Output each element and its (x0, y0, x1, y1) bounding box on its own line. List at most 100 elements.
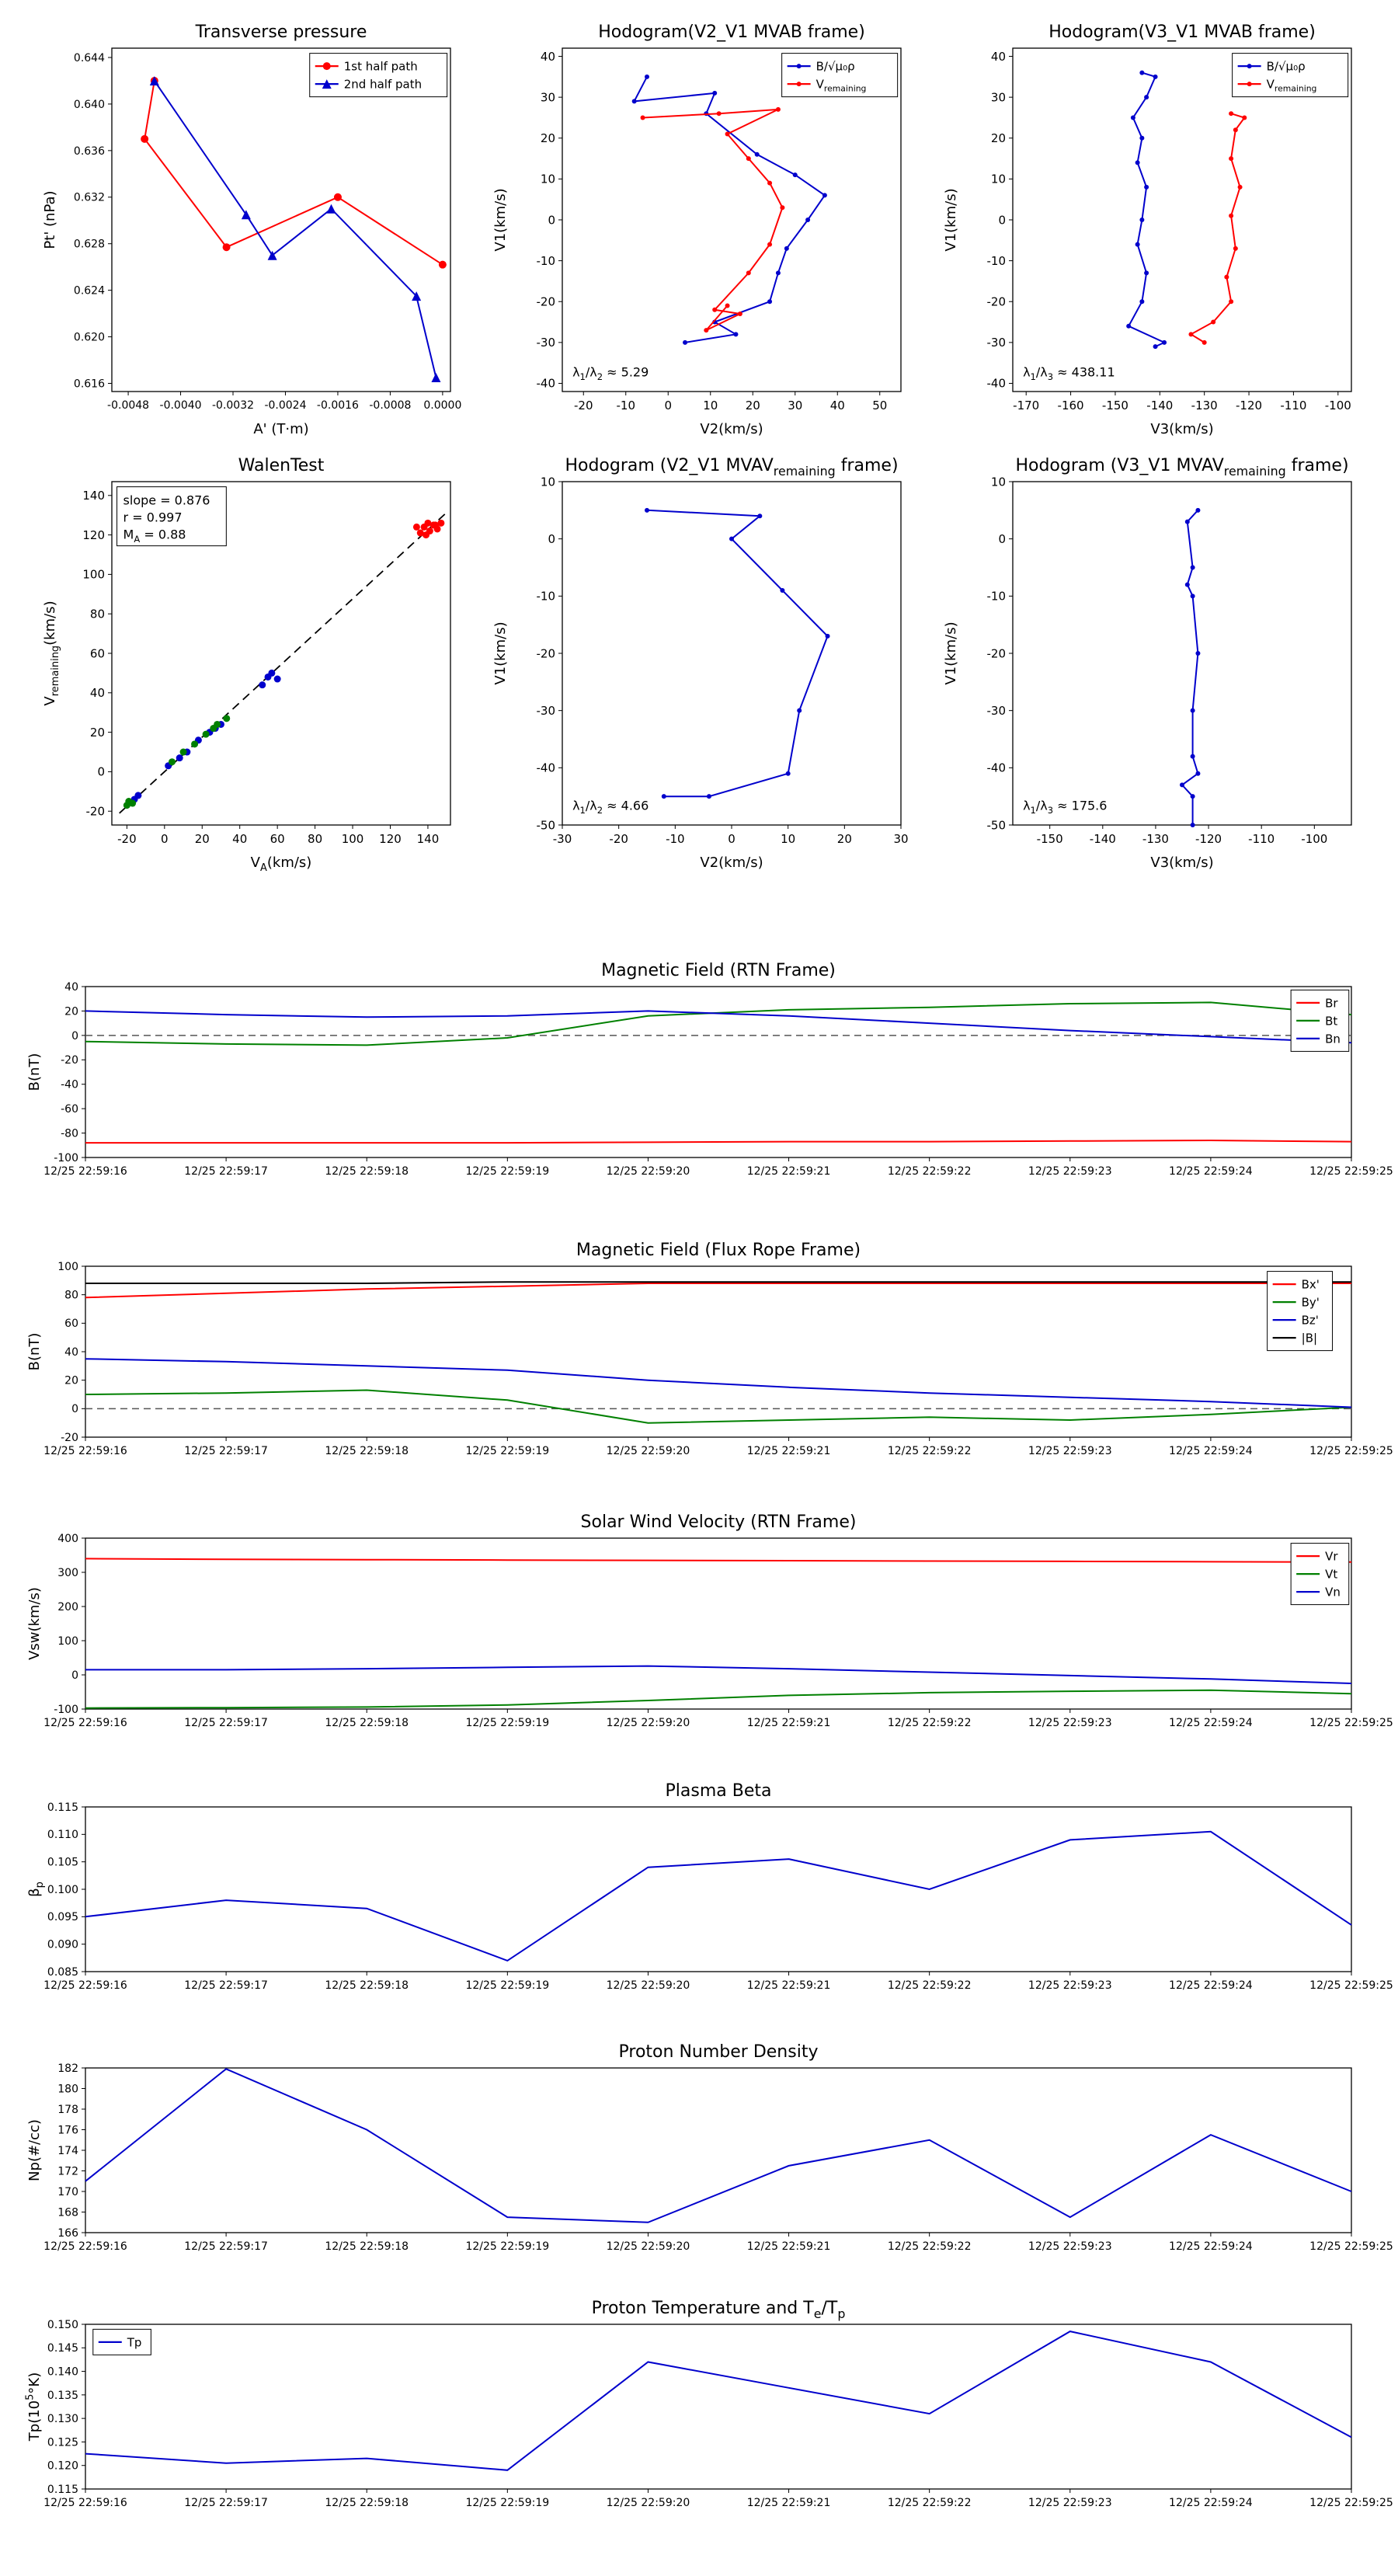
triangle-marker (149, 75, 159, 85)
point-marker (1153, 74, 1158, 79)
x-tick-label: -0.0048 (107, 399, 149, 412)
series-Bz' (85, 1358, 1352, 1408)
point-marker (780, 205, 785, 211)
series-2nd half path (153, 80, 437, 378)
y-tick-label: -20 (537, 646, 556, 660)
point-marker (792, 172, 798, 178)
plot-frame (85, 1537, 1352, 1710)
point-marker (1139, 299, 1145, 305)
legend-label: Bz' (1302, 1314, 1319, 1328)
y-tick-label: 0.085 (47, 1966, 78, 1979)
x-tick-label: 12/25 22:59:17 (184, 1717, 268, 1729)
x-tick-label: -160 (1058, 399, 1084, 413)
point-marker (1195, 771, 1201, 776)
plot-frame (85, 2067, 1352, 2233)
y-tick-label: 80 (90, 607, 105, 621)
y-tick-label: 180 (57, 2083, 78, 2095)
point-marker (757, 513, 763, 519)
y-tick-label: -30 (537, 704, 556, 718)
point-marker (432, 521, 440, 529)
y-tick-label: -60 (61, 1103, 78, 1116)
x-tick-label: 20 (837, 832, 852, 846)
point-marker (273, 675, 281, 683)
x-tick-label: 12/25 22:59:20 (607, 1445, 690, 1457)
x-tick-label: 12/25 22:59:22 (888, 1979, 972, 1992)
point-marker (179, 748, 187, 756)
y-tick-label: 0.095 (47, 1911, 78, 1923)
x-tick-label: 120 (379, 832, 402, 846)
y-tick-label: 168 (57, 2206, 78, 2219)
y-tick-label: 0.120 (47, 2460, 78, 2473)
x-tick-label: 12/25 22:59:20 (607, 1979, 690, 1992)
y-tick-label: 172 (57, 2165, 78, 2177)
x-tick-label: 20 (195, 832, 210, 846)
point-marker (1135, 160, 1140, 165)
x-tick-label: -110 (1280, 399, 1306, 413)
x-tick-label: 0 (664, 399, 672, 413)
point-marker (797, 708, 802, 713)
point-marker (1229, 213, 1234, 218)
x-tick-label: 12/25 22:59:22 (888, 2497, 972, 2509)
legend-box (781, 53, 899, 98)
y-tick-label: -40 (987, 761, 1007, 775)
y-tick-label: 40 (64, 981, 78, 994)
point-marker (1247, 64, 1252, 69)
y-tick-label: 40 (64, 1346, 78, 1359)
chart-svg-hodogram-v2v1-mvab: -20 -10 0 10 20 30 40 50 -40 -30 -20 -10 0 10 20 30 40 Ho… (492, 23, 902, 437)
y-tick-label: -10 (987, 590, 1007, 604)
y-tick-label: -40 (61, 1079, 78, 1091)
y-tick-label: -80 (61, 1127, 78, 1140)
legend-label: |B| (1302, 1332, 1317, 1345)
x-tick-label: 50 (872, 399, 887, 413)
point-marker (1190, 594, 1195, 599)
point-marker (775, 106, 781, 112)
x-tick-label: 12/25 22:59:18 (325, 1979, 409, 1992)
point-marker (1233, 245, 1238, 251)
point-marker (191, 740, 199, 748)
chart-hodogram-v3v1-mvab: -170 -160 -150 -140 -130 -120 -110 -100 -40 -30 -2… (938, 12, 1365, 441)
triangle-marker (241, 210, 251, 220)
y-tick-label: 60 (90, 646, 105, 660)
plot-frame (111, 47, 451, 392)
y-tick-label: 0 (998, 213, 1006, 227)
chart-title: Magnetic Field (RTN Frame) (601, 961, 836, 980)
x-tick-label: 140 (417, 832, 440, 846)
y-tick-label: -20 (86, 804, 106, 818)
y-tick-label: -10 (537, 254, 556, 268)
x-axis-label: V3(km/s) (1150, 855, 1213, 871)
x-tick-label: 12/25 22:59:21 (747, 2240, 831, 2253)
x-tick-label: 12/25 22:59:21 (747, 1165, 831, 1178)
y-tick-label: 10 (991, 172, 1006, 186)
y-tick-label: 0.620 (74, 331, 105, 343)
point-marker (796, 82, 802, 87)
point-marker (785, 771, 791, 776)
x-tick-label: 12/25 22:59:18 (325, 1717, 409, 1729)
legend-label: Vremaining (1267, 78, 1317, 94)
point-marker (1139, 70, 1145, 75)
series-Br (85, 1139, 1352, 1144)
x-tick-label: 0.0000 (423, 399, 461, 412)
triangle-marker (431, 373, 441, 383)
y-tick-label: 178 (57, 2104, 78, 2116)
series-beta-p (85, 1830, 1352, 1962)
point-marker (259, 681, 266, 689)
x-tick-label: 100 (342, 832, 364, 846)
point-marker (169, 758, 176, 766)
point-marker (767, 242, 773, 247)
chart-title: Hodogram(V2_V1 MVAB frame) (598, 23, 865, 42)
figure-page: { "meta": { "background": "#ffffff", "ax… (0, 12, 1398, 2576)
y-tick-label: 120 (82, 528, 105, 542)
series-Vn (85, 1665, 1352, 1684)
point-marker (706, 794, 711, 799)
x-axis-label: A' (T·m) (253, 421, 308, 437)
x-tick-label: -120 (1236, 399, 1262, 413)
x-tick-label: -140 (1090, 832, 1116, 846)
point-marker (222, 243, 231, 252)
series-B (632, 76, 826, 343)
chart-transverse-pressure: -0.0048 -0.0040 -0.0032 -0.0024 -0.0016 -0.00… (37, 12, 464, 441)
legend-label: Bx' (1302, 1278, 1320, 1292)
point-marker (1180, 782, 1184, 788)
x-tick-label: 12/25 22:59:24 (1169, 1165, 1253, 1178)
y-tick-label: 20 (64, 1005, 78, 1018)
chart-proton-number-density: 12/25 22:59:16 12/25 22:59:17 12/25 22:59:… (22, 2040, 1393, 2267)
